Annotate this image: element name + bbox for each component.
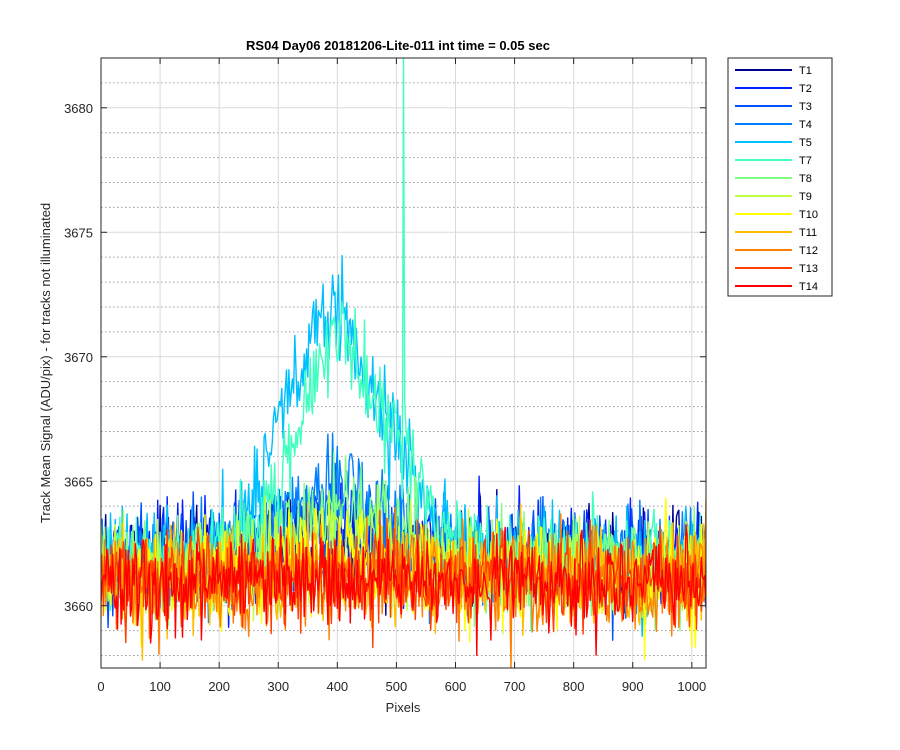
x-tick-label: 700: [504, 679, 526, 694]
x-tick-label: 900: [622, 679, 644, 694]
legend-label-t4: T4: [799, 119, 812, 131]
legend-label-t7: T7: [799, 155, 812, 167]
legend-label-t13: T13: [799, 263, 818, 275]
legend: T1 T2 T3 T4 T5 T7 T8 T9 T10 T11 T12 T13 T14: [727, 57, 833, 297]
y-tick-label: 3675: [64, 225, 93, 240]
legend-label-t5: T5: [799, 137, 812, 149]
x-tick-label: 500: [386, 679, 408, 694]
series-group: [101, 58, 706, 668]
legend-label-t11: T11: [799, 227, 817, 239]
chart-title: RS04 Day06 20181206-Lite-011 int time = …: [246, 38, 550, 53]
x-tick-label: 600: [445, 679, 467, 694]
x-axis-label: Pixels: [386, 700, 421, 715]
y-tick-label: 3665: [64, 474, 93, 489]
y-axis-label: Track Mean Signal (ADU/pix) - for tracks…: [38, 203, 53, 523]
series-line-t14: [101, 524, 706, 657]
axis-ticks: 0 100 200 300 400 500 600 700 800 900 1000 3660 3665…: [64, 58, 706, 694]
legend-label-t3: T3: [799, 101, 812, 113]
legend-label-t1: T1: [799, 65, 812, 77]
series-line-t13: [101, 509, 706, 649]
x-tick-label: 0: [97, 679, 104, 694]
y-tick-label: 3660: [64, 599, 93, 614]
legend-label-t12: T12: [799, 245, 818, 257]
x-tick-label: 800: [563, 679, 585, 694]
legend-label-t14: T14: [799, 281, 818, 293]
x-tick-label: 100: [149, 679, 171, 694]
y-tick-label: 3680: [64, 101, 93, 116]
legend-label-t9: T9: [799, 191, 812, 203]
axes-box: [100, 57, 707, 669]
legend-label-t10: T10: [799, 209, 818, 221]
x-tick-label: 200: [208, 679, 230, 694]
x-tick-label: 400: [326, 679, 348, 694]
x-tick-label: 300: [267, 679, 289, 694]
legend-label-t2: T2: [799, 83, 812, 95]
y-tick-label: 3670: [64, 350, 93, 365]
x-tick-label: 1000: [677, 679, 706, 694]
legend-label-t8: T8: [799, 173, 812, 185]
